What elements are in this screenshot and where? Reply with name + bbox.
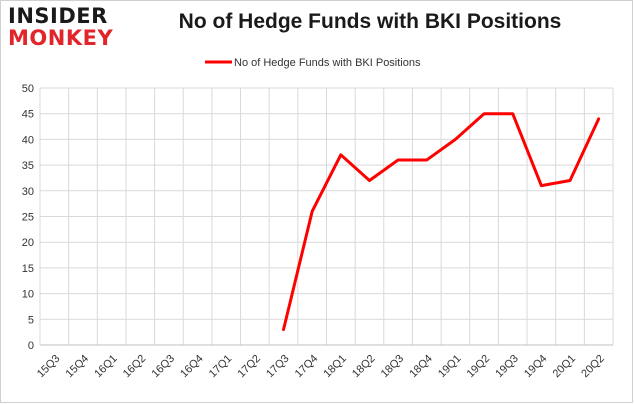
logo-line-2: MONKEY xyxy=(8,26,114,50)
x-tick-label: 18Q3 xyxy=(379,353,407,381)
y-tick-label: 45 xyxy=(22,109,34,121)
y-tick-label: 10 xyxy=(22,289,34,301)
x-tick-labels: 15Q3 15Q4 16Q1 16Q2 16Q3 16Q4 17Q1 17Q2 17Q3 17Q4… xyxy=(35,353,607,381)
grid-lines xyxy=(39,87,614,345)
x-tick-label: 19Q2 xyxy=(465,353,493,381)
y-tick-label: 50 xyxy=(22,83,34,95)
x-tick-label: 20Q1 xyxy=(551,353,579,381)
x-tick-label: 16Q1 xyxy=(92,353,120,381)
x-tick-label: 16Q3 xyxy=(150,353,178,381)
y-tick-label: 25 xyxy=(22,212,34,224)
x-tick-label: 17Q4 xyxy=(293,353,321,381)
y-tick-label: 15 xyxy=(22,263,34,275)
y-tick-label: 0 xyxy=(28,340,34,352)
x-tick-label: 18Q1 xyxy=(321,353,349,381)
x-tick-label: 17Q2 xyxy=(235,353,263,381)
insider-monkey-logo: INSIDER MONKEY xyxy=(8,6,120,49)
y-tick-label: 30 xyxy=(22,186,34,198)
x-tick-label: 16Q2 xyxy=(121,353,149,381)
logo-line-1: INSIDER xyxy=(8,4,108,28)
y-tick-labels: 0 5 10 15 20 25 30 35 40 45 50 xyxy=(22,83,34,352)
series-lines xyxy=(282,112,601,332)
x-tick-label: 19Q1 xyxy=(436,353,464,381)
x-tick-label: 15Q4 xyxy=(64,353,92,381)
x-tick-label: 19Q4 xyxy=(522,353,550,381)
y-tick-label: 35 xyxy=(22,160,34,172)
legend-label: No of Hedge Funds with BKI Positions xyxy=(234,57,421,69)
y-tick-label: 40 xyxy=(22,134,34,146)
x-tick-label: 18Q4 xyxy=(407,353,435,381)
chart-title: No of Hedge Funds with BKI Positions xyxy=(178,10,562,33)
x-tick-label: 15Q3 xyxy=(35,353,63,381)
series-line xyxy=(282,112,601,332)
legend: No of Hedge Funds with BKI Positions xyxy=(205,57,421,69)
x-tick-label: 16Q4 xyxy=(178,353,206,381)
x-tick-label: 17Q3 xyxy=(264,353,292,381)
y-tick-label: 5 xyxy=(28,314,34,326)
x-tick-label: 20Q2 xyxy=(579,353,607,381)
x-tick-label: 17Q1 xyxy=(207,353,235,381)
y-tick-label: 20 xyxy=(22,237,34,249)
x-tick-label: 18Q2 xyxy=(350,353,378,381)
x-tick-label: 19Q3 xyxy=(493,353,521,381)
